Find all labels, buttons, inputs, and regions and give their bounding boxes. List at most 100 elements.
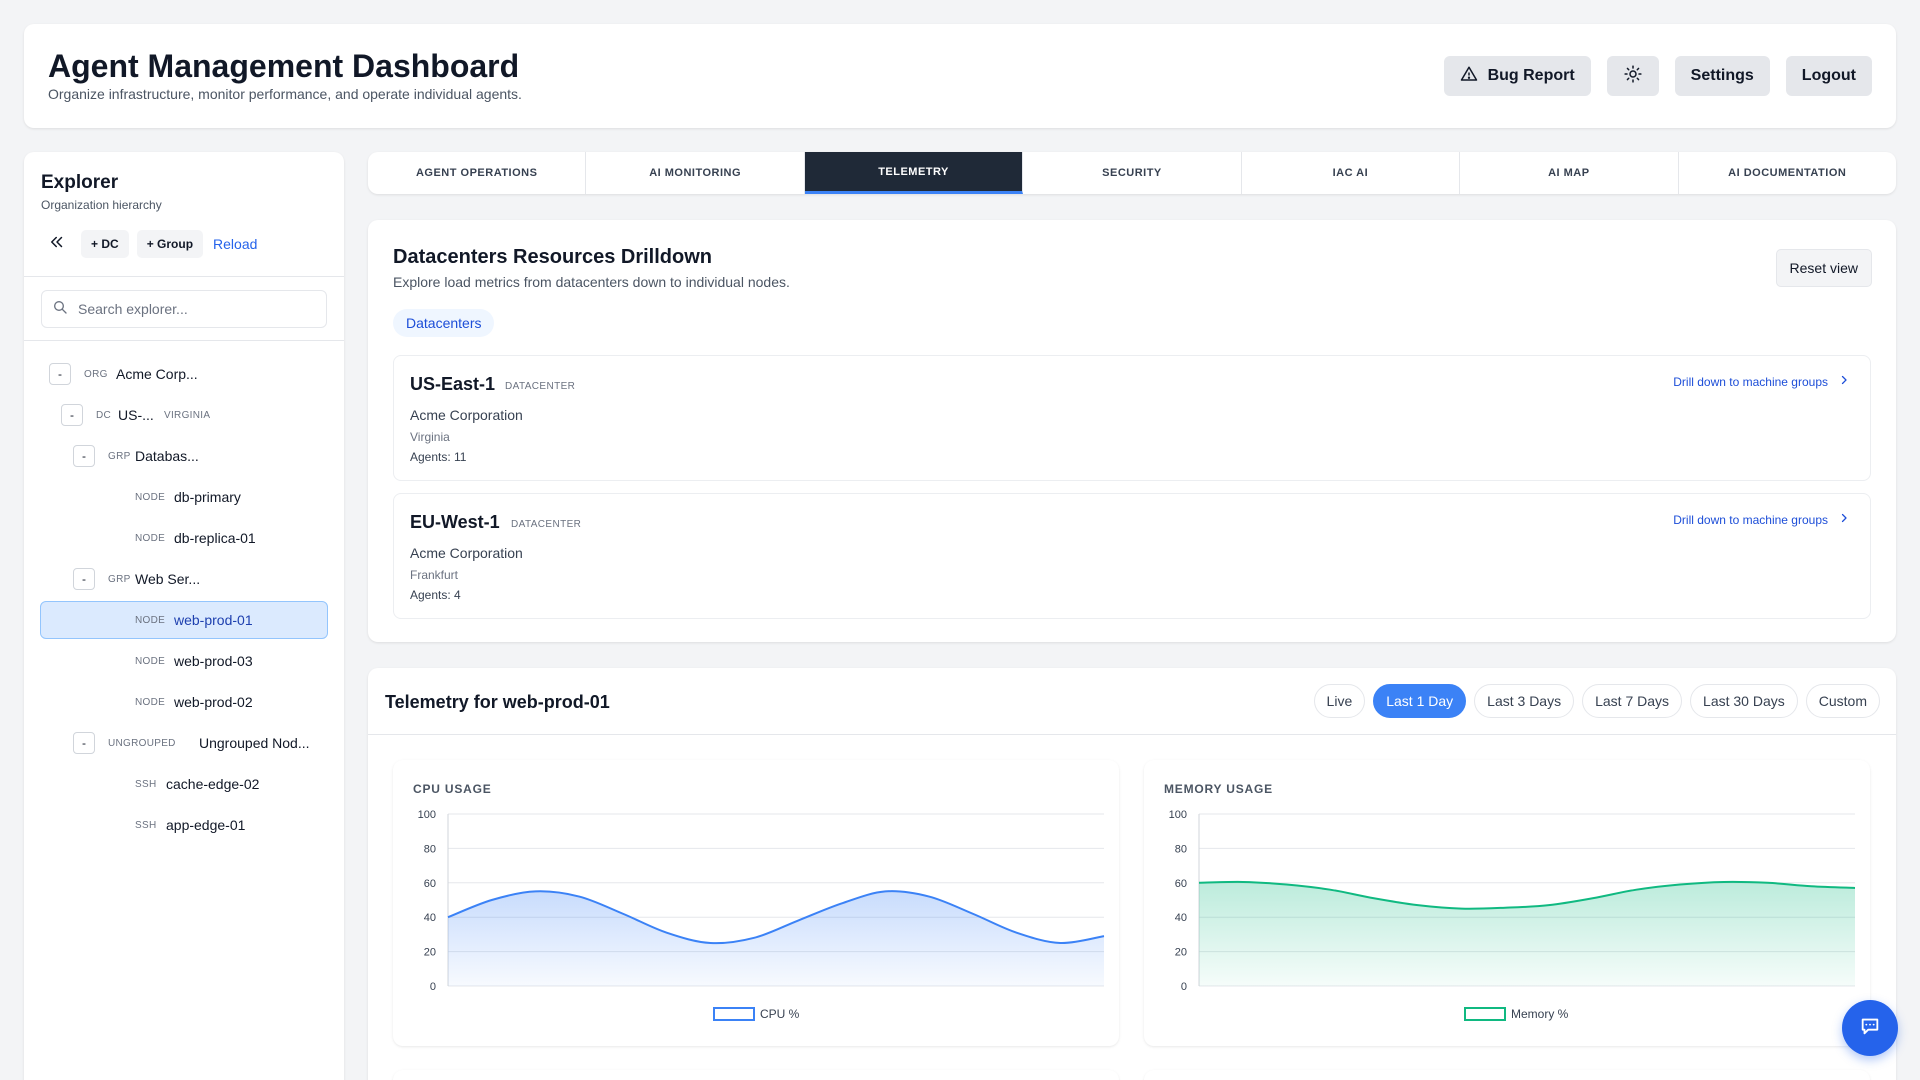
range-live-button[interactable]: Live bbox=[1313, 684, 1366, 718]
tree-item-org[interactable]: - ORG Acme Corp... bbox=[40, 355, 328, 393]
header-actions: Bug Report Settings Logout bbox=[1443, 56, 1872, 96]
page-header: Agent Management Dashboard Organize infr… bbox=[24, 24, 1896, 128]
reload-link[interactable]: Reload bbox=[213, 236, 258, 252]
tree-item-ungrouped[interactable]: - UNGROUPED Ungrouped Nod... bbox=[40, 724, 328, 762]
divider bbox=[24, 340, 344, 341]
tree-item-tag: NODE bbox=[135, 696, 166, 708]
collapse-toggle[interactable]: - bbox=[49, 363, 71, 385]
explorer-sidebar: Explorer Organization hierarchy + DC + G… bbox=[24, 152, 344, 1080]
legend-swatch bbox=[713, 1007, 755, 1021]
theme-toggle-button[interactable] bbox=[1606, 56, 1659, 96]
y-tick-label: 0 bbox=[1181, 981, 1187, 993]
sun-icon bbox=[1624, 64, 1642, 88]
range-3-days-button[interactable]: Last 3 Days bbox=[1474, 684, 1575, 718]
warning-triangle-icon bbox=[1460, 65, 1478, 88]
add-group-button[interactable]: + Group bbox=[136, 230, 204, 258]
y-tick-label: 80 bbox=[1175, 843, 1187, 855]
drilldown-title: Datacenters Resources Drilldown bbox=[393, 246, 712, 268]
divider bbox=[368, 734, 1896, 735]
tree-item-tag: DC bbox=[96, 409, 112, 421]
range-custom-button[interactable]: Custom bbox=[1805, 684, 1880, 718]
tree-item-tag: UNGROUPED bbox=[108, 737, 176, 749]
datacenter-location: Frankfurt bbox=[410, 568, 459, 582]
datacenter-card[interactable]: EU-West-1 DATACENTER Acme Corporation Fr… bbox=[393, 493, 1871, 619]
bug-report-button[interactable]: Bug Report bbox=[1443, 56, 1591, 96]
collapse-toggle[interactable]: - bbox=[73, 445, 95, 467]
drill-down-link[interactable]: Drill down to machine groups bbox=[1673, 512, 1850, 527]
tree-item-label: db-primary bbox=[174, 489, 241, 505]
tree-item-tag: NODE bbox=[135, 655, 166, 667]
series-area bbox=[1199, 881, 1855, 986]
datacenter-card[interactable]: US-East-1 DATACENTER Acme Corporation Vi… bbox=[393, 355, 1871, 481]
collapse-sidebar-button[interactable] bbox=[41, 230, 73, 258]
datacenter-name: EU-West-1 bbox=[410, 512, 500, 532]
tree-item-label: Databas... bbox=[135, 448, 199, 464]
tab-ai-documentation[interactable]: AI DOCUMENTATION bbox=[1728, 167, 1847, 179]
tab-ai-monitoring[interactable]: AI MONITORING bbox=[586, 152, 805, 194]
tree-item-group[interactable]: - GRP Databas... bbox=[40, 437, 328, 475]
collapse-toggle[interactable]: - bbox=[73, 732, 95, 754]
series-line bbox=[447, 890, 1105, 945]
tree-item-ssh[interactable]: SSH app-edge-01 bbox=[40, 806, 328, 844]
chevron-right-icon bbox=[1838, 512, 1850, 527]
explorer-title: Explorer bbox=[41, 172, 119, 193]
drill-down-link[interactable]: Drill down to machine groups bbox=[1673, 374, 1850, 389]
chat-button[interactable] bbox=[1842, 1000, 1898, 1056]
chart-title: CPU USAGE bbox=[413, 782, 492, 796]
tab-telemetry[interactable]: TELEMETRY bbox=[804, 152, 1024, 194]
tab-security[interactable]: SECURITY bbox=[1023, 152, 1242, 194]
tree-item-tag: NODE bbox=[135, 532, 166, 544]
reset-view-button[interactable]: Reset view bbox=[1775, 249, 1872, 287]
drill-down-label: Drill down to machine groups bbox=[1673, 374, 1828, 389]
tree-item-label: web-prod-03 bbox=[174, 653, 253, 669]
tree-item-label: db-replica-01 bbox=[174, 530, 256, 546]
chart-card-partial bbox=[393, 1070, 1119, 1080]
y-tick-label: 0 bbox=[430, 981, 436, 993]
tree-item-tag: GRP bbox=[108, 573, 131, 585]
tab-ai-map[interactable]: AI MAP bbox=[1460, 152, 1679, 194]
tree-item-ssh[interactable]: SSH cache-edge-02 bbox=[40, 765, 328, 803]
tree-item-tag: NODE bbox=[135, 491, 166, 503]
tree-item-node[interactable]: NODE db-replica-01 bbox=[40, 519, 328, 557]
tree-item-tag: ORG bbox=[84, 368, 108, 380]
search-input[interactable] bbox=[78, 301, 308, 317]
y-tick-label: 40 bbox=[424, 912, 436, 924]
tree-item-tag: GRP bbox=[108, 450, 131, 462]
datacenter-org: Acme Corporation bbox=[410, 407, 523, 423]
tree-item-label: app-edge-01 bbox=[166, 817, 246, 833]
cpu-chart-svg: 0 20 40 60 80 100 CPU % bbox=[418, 809, 1105, 1021]
range-1-day-button[interactable]: Last 1 Day bbox=[1373, 684, 1467, 718]
add-dc-button[interactable]: + DC bbox=[81, 230, 129, 258]
drilldown-subtitle: Explore load metrics from datacenters do… bbox=[393, 274, 790, 290]
settings-button[interactable]: Settings bbox=[1674, 56, 1770, 96]
tree-item-label: cache-edge-02 bbox=[166, 776, 260, 792]
range-7-days-button[interactable]: Last 7 Days bbox=[1582, 684, 1683, 718]
explorer-search bbox=[41, 290, 327, 328]
tree-item-node[interactable]: NODE web-prod-02 bbox=[40, 683, 328, 721]
collapse-toggle[interactable]: - bbox=[61, 404, 83, 426]
memory-chart-svg: 0 20 40 60 80 100 Memory % bbox=[1169, 809, 1856, 1021]
tree-item-group[interactable]: - GRP Web Ser... bbox=[40, 560, 328, 598]
logout-button[interactable]: Logout bbox=[1785, 56, 1872, 96]
datacenter-agents: Agents: 4 bbox=[410, 588, 461, 602]
time-range-selector: Live Last 1 Day Last 3 Days Last 7 Days … bbox=[1313, 684, 1880, 718]
collapse-toggle[interactable]: - bbox=[73, 568, 95, 590]
cpu-usage-chart: CPU USAGE 0 20 40 60 80 100 CPU % bbox=[393, 760, 1119, 1046]
tree-item-node[interactable]: NODE web-prod-03 bbox=[40, 642, 328, 680]
memory-usage-chart: MEMORY USAGE 0 20 40 60 80 100 Memory % bbox=[1144, 760, 1870, 1046]
chevron-right-icon bbox=[1838, 374, 1850, 389]
tree-item-node[interactable]: NODE db-primary bbox=[40, 478, 328, 516]
legend-swatch bbox=[1464, 1007, 1506, 1021]
tree-item-label: web-prod-01 bbox=[174, 612, 253, 628]
tree-item-node-selected[interactable]: NODE web-prod-01 bbox=[40, 601, 328, 639]
tab-iac-ai[interactable]: IAC AI bbox=[1242, 152, 1461, 194]
tree-item-tag: SSH bbox=[135, 778, 157, 790]
series-area bbox=[448, 891, 1104, 986]
tree-item-dc[interactable]: - DC US-... VIRGINIA bbox=[40, 396, 328, 434]
datacenter-agents: Agents: 11 bbox=[410, 450, 467, 464]
tab-agent-operations[interactable]: AGENT OPERATIONS bbox=[368, 152, 587, 194]
tree-item-location: VIRGINIA bbox=[164, 409, 211, 421]
breadcrumb-datacenters[interactable]: Datacenters bbox=[393, 309, 495, 337]
y-tick-label: 60 bbox=[424, 878, 436, 890]
range-30-days-button[interactable]: Last 30 Days bbox=[1690, 684, 1798, 718]
